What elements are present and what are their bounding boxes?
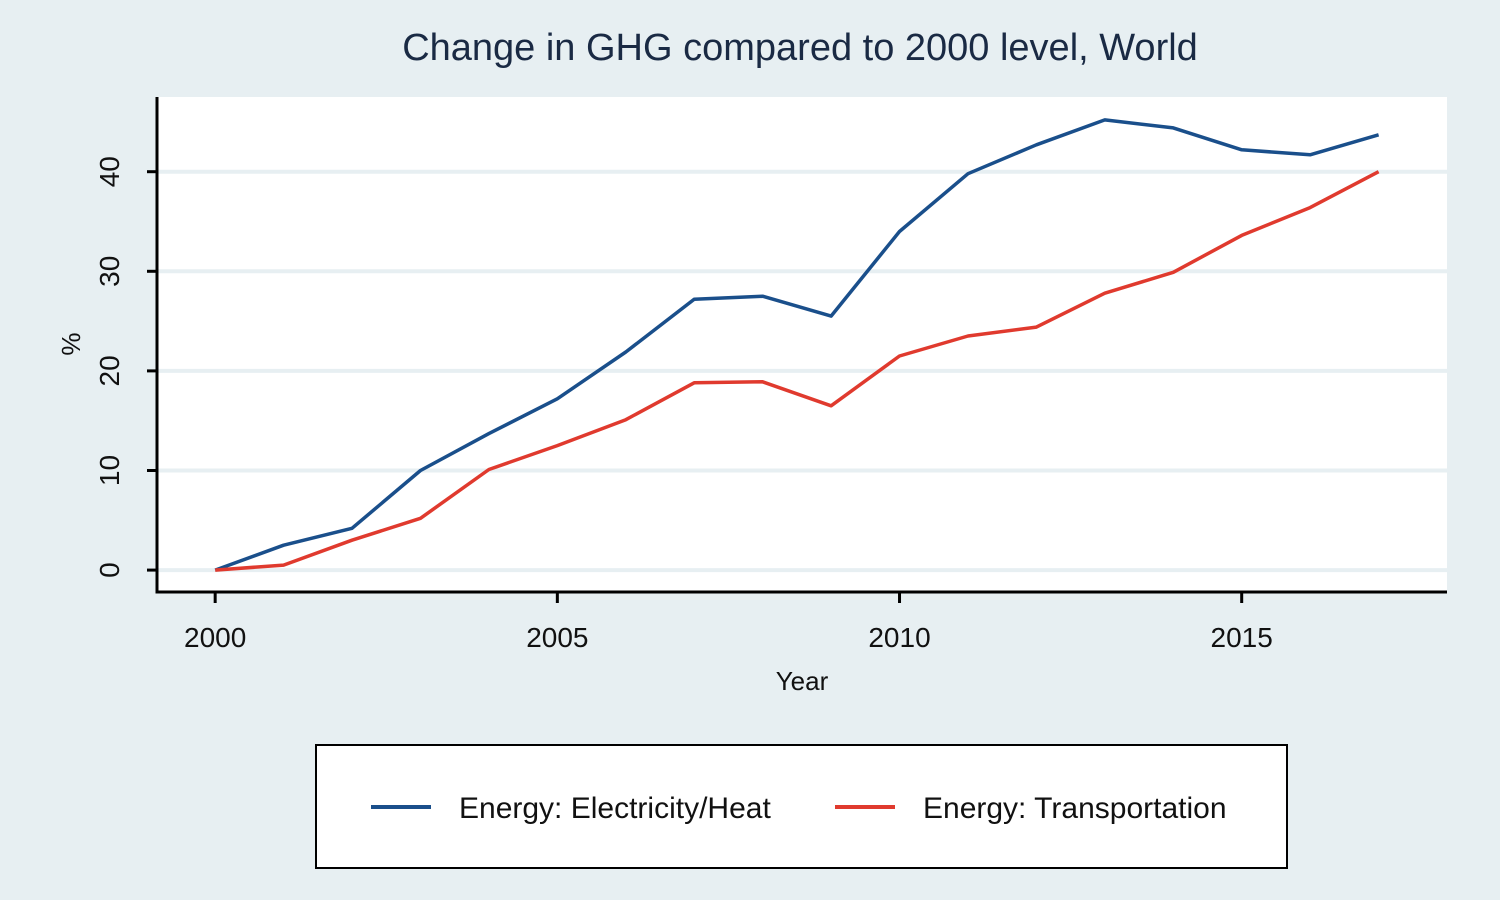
y-tick-label: 0 [94,562,125,578]
legend-box [315,744,1288,869]
chart-title: Change in GHG compared to 2000 level, Wo… [402,27,1198,69]
y-tick-label: 30 [94,256,125,287]
y-axis-title: % [56,332,86,355]
legend: Energy: Electricity/Heat Energy: Transpor… [315,744,1288,869]
legend-label-2: Energy: Transportation [923,792,1227,825]
y-tick-label: 10 [94,455,125,486]
x-tick-label: 2000 [184,622,246,653]
x-axis-title: Year [776,666,829,696]
y-tick-label: 20 [94,355,125,386]
x-tick-label: 2015 [1211,622,1273,653]
y-tick-label: 40 [94,156,125,187]
series-line-1 [214,118,1380,572]
x-tick-label: 2010 [868,622,930,653]
series-line-2 [215,170,1380,572]
legend-label-1: Energy: Electricity/Heat [459,792,771,825]
x-tick-label: 2005 [526,622,588,653]
